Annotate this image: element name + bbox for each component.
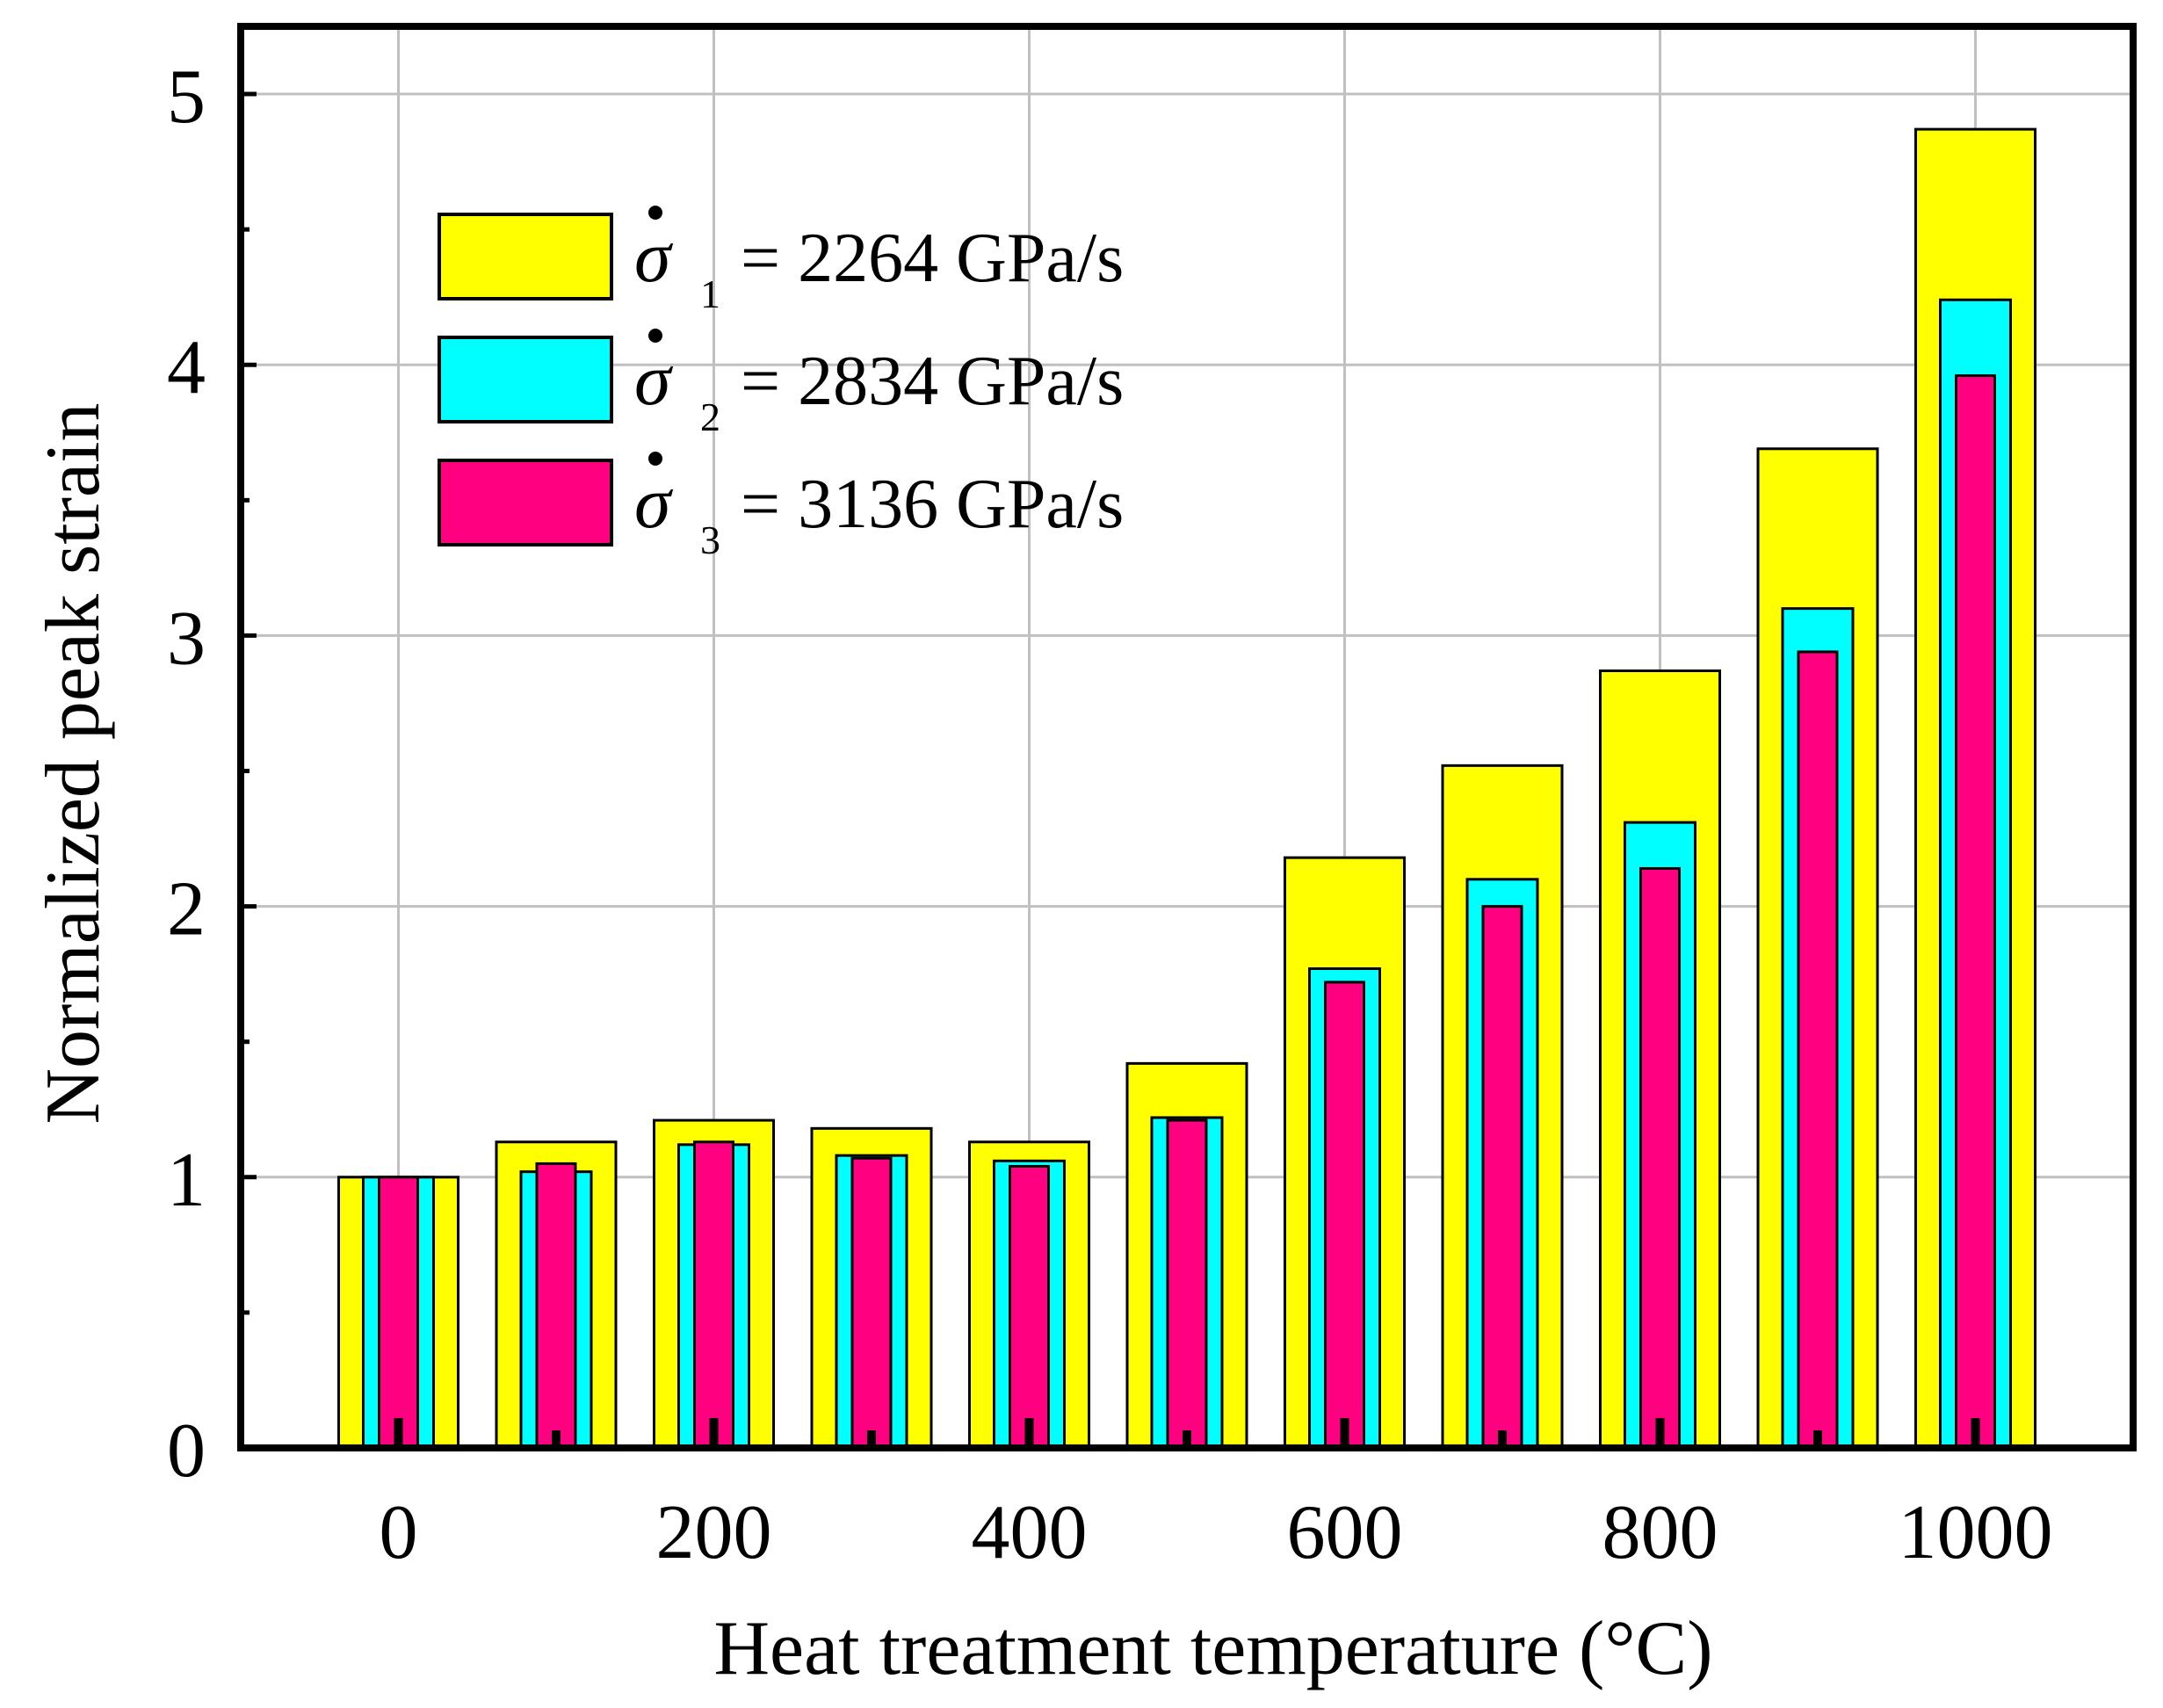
y-tick-label: 5 bbox=[167, 54, 206, 140]
bar-series-3 bbox=[1639, 866, 1681, 1450]
x-tick-label: 400 bbox=[972, 1490, 1088, 1575]
legend-sigma-symbol: σ bbox=[634, 339, 674, 421]
x-tick-label: 600 bbox=[1287, 1490, 1403, 1575]
bar-series-3 bbox=[1955, 374, 1996, 1450]
bar-series-3 bbox=[693, 1140, 734, 1450]
legend-swatch-2 bbox=[438, 336, 613, 423]
bar-series-3 bbox=[1797, 650, 1839, 1450]
legend-label-1: = 2264 GPa/s bbox=[741, 220, 1124, 297]
legend-swatch-1 bbox=[438, 213, 613, 300]
legend-sigma-symbol: σ bbox=[634, 462, 674, 544]
y-tick-label: 3 bbox=[167, 596, 206, 681]
legend-label-2: = 2834 GPa/s bbox=[741, 343, 1124, 420]
legend-dot-icon bbox=[648, 329, 662, 343]
x-tick-label: 200 bbox=[656, 1490, 772, 1575]
y-tick-label: 0 bbox=[167, 1408, 206, 1494]
x-tick-label: 1000 bbox=[1899, 1490, 2053, 1575]
y-tick-label: 4 bbox=[167, 325, 206, 410]
x-tick-labels: 0 200 400 600 800 1000 bbox=[380, 1490, 2053, 1575]
x-axis-title: Heat treatment temperature (°C) bbox=[713, 1606, 1712, 1691]
plot-area-frame bbox=[237, 23, 2137, 1451]
x-tick-label: 0 bbox=[380, 1490, 418, 1575]
bars bbox=[337, 127, 2036, 1450]
y-tick-labels: 0 1 2 3 4 5 bbox=[167, 54, 206, 1494]
legend-swatch-3 bbox=[438, 459, 613, 546]
legend-subscript: 1 bbox=[700, 271, 720, 316]
x-tick-label: 800 bbox=[1602, 1490, 1718, 1575]
legend-sigma-symbol: σ bbox=[634, 216, 674, 298]
bar-series-3 bbox=[1009, 1164, 1050, 1450]
bar-series-3 bbox=[1324, 981, 1365, 1450]
legend-label-3: = 3136 GPa/s bbox=[741, 466, 1124, 543]
legend-dot-icon bbox=[648, 452, 662, 466]
legend: σ 1 = 2264 GPa/sσ 2 = 2834 GPa/sσ 3 = 3136 GPa… bbox=[438, 206, 1124, 562]
y-tick-label: 1 bbox=[167, 1138, 206, 1223]
bar-series-3 bbox=[378, 1176, 419, 1450]
bar-series-3 bbox=[1166, 1118, 1208, 1450]
y-tick-label: 2 bbox=[167, 867, 206, 952]
legend-subscript: 3 bbox=[700, 517, 720, 562]
legend-dot-icon bbox=[648, 206, 662, 220]
bar-series-3 bbox=[850, 1156, 893, 1450]
y-axis-title: Normalized peak strain bbox=[31, 402, 116, 1124]
bar-series-3 bbox=[535, 1162, 577, 1450]
legend-subscript: 2 bbox=[700, 394, 720, 439]
bar-series-3 bbox=[1481, 905, 1523, 1450]
